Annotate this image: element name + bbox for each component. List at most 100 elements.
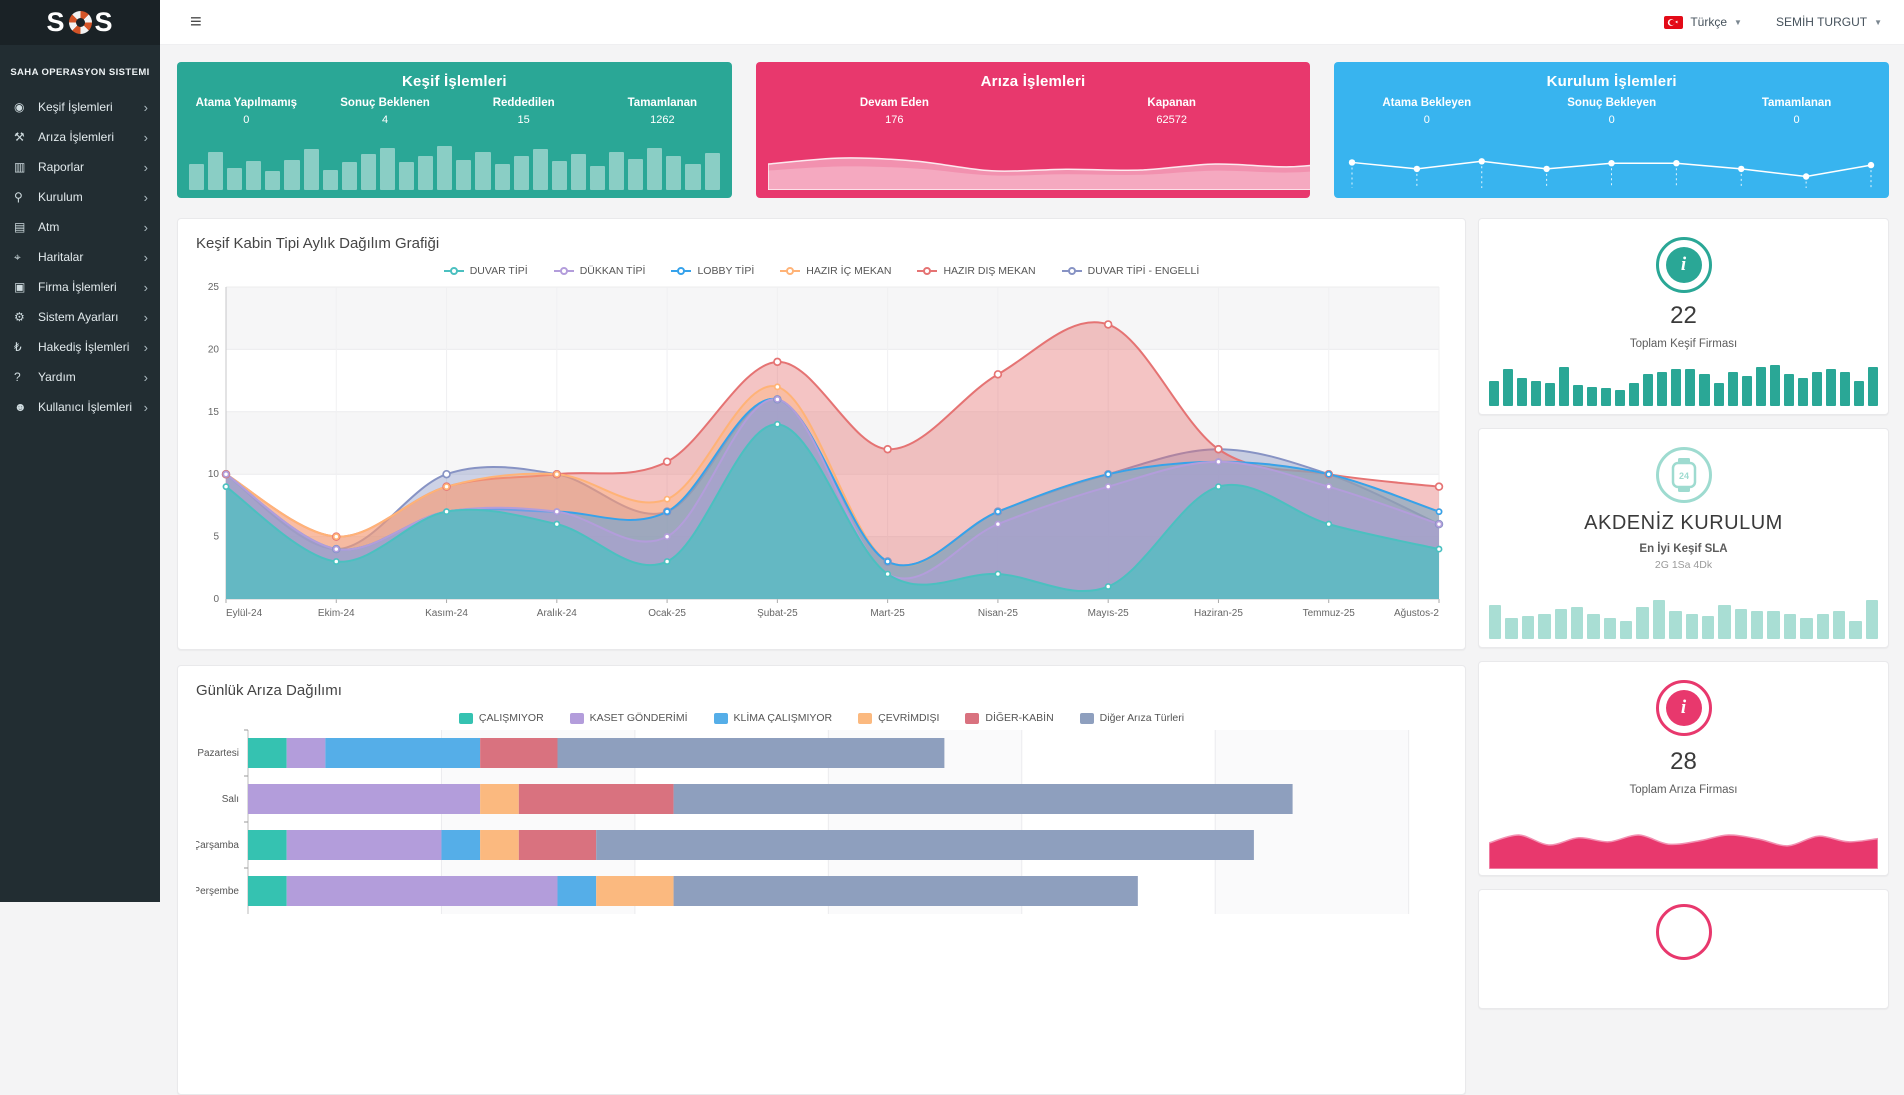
logo-letter-s2: S <box>94 7 114 37</box>
sparkline-line <box>1349 158 1875 188</box>
category-label: Perşembe <box>196 886 239 897</box>
stat-value: 0 <box>243 114 250 126</box>
hamburger-menu-icon[interactable]: ≡ <box>190 11 202 33</box>
x-tick-label: Mart-25 <box>870 608 905 619</box>
language-dropdown[interactable]: Türkçe ▼ <box>1664 15 1742 29</box>
stat-cell: Sonuç Beklenen 4 <box>316 97 455 126</box>
sidebar-item-2[interactable]: ⚒ Arıza İşlemleri › <box>0 122 160 152</box>
bar-segment <box>248 876 287 906</box>
bar-segment <box>518 784 674 814</box>
daily-stacked-bar-chart: Pazartesi Salı Çarşamba Perşembe <box>193 729 1410 914</box>
legend-item[interactable]: KASET GÖNDERİMİ <box>569 712 688 724</box>
spark-bar <box>1489 380 1500 406</box>
data-point <box>884 570 892 578</box>
spark-point <box>1738 165 1745 173</box>
sidebar: S S SAHA OPERASYON SISTEMI ◉ Keşif İşleml… <box>0 0 160 902</box>
stat-cell: Atama Yapılmamış 0 <box>177 97 316 126</box>
bar-segment <box>325 738 481 768</box>
sidebar-item-3[interactable]: ▥ Raporlar › <box>0 152 160 182</box>
stat-card-title: Kurulum İşlemleri <box>1546 73 1677 90</box>
spark-bar <box>1570 606 1584 639</box>
sidebar-item-4[interactable]: ⚲ Kurulum › <box>0 182 160 212</box>
data-point <box>994 570 1002 578</box>
spark-bar <box>1755 366 1766 406</box>
spark-bar <box>1657 371 1668 406</box>
chevron-down-icon: ▼ <box>1874 17 1882 27</box>
spark-bar <box>1505 618 1518 639</box>
sidebar-item-6[interactable]: ⌖ Haritalar › <box>0 242 160 272</box>
x-tick-label: Aralık-24 <box>537 608 577 619</box>
legend-label: DÜKKAN TİPİ <box>579 265 646 277</box>
bar-segment <box>480 830 519 860</box>
data-point <box>332 533 340 541</box>
stat-card-title: Arıza İşlemleri <box>980 73 1086 90</box>
spark-bar <box>1538 613 1551 639</box>
bar-segment <box>286 738 326 768</box>
sidebar-item-11[interactable]: ☻ Kullanıcı İşlemleri › <box>0 392 160 422</box>
legend-item[interactable]: DUVAR TİPİ - ENGELLİ <box>1061 265 1199 277</box>
legend-item[interactable]: ÇEVRİMDIŞI <box>858 712 939 724</box>
sidebar-item-5[interactable]: ▤ Atm › <box>0 212 160 242</box>
stat-cell: Tamamlanan 0 <box>1704 97 1889 126</box>
spark-bar <box>303 149 319 190</box>
legend-item[interactable]: HAZIR İÇ MEKAN <box>780 265 891 277</box>
y-tick-label: 15 <box>208 407 220 418</box>
legend-item[interactable]: DİĞER-KABİN <box>965 712 1054 724</box>
stat-label: Atama Bekleyen <box>1382 97 1472 109</box>
y-tick-label: 10 <box>208 469 220 480</box>
user-dropdown[interactable]: SEMİH TURGUT ▼ <box>1776 15 1882 29</box>
bar-segment <box>673 876 1138 906</box>
legend-item[interactable]: DÜKKAN TİPİ <box>553 265 646 277</box>
sidebar-item-8[interactable]: ⚙ Sistem Ayarları › <box>0 302 160 332</box>
spark-bar <box>1839 371 1850 406</box>
legend-marker <box>443 267 464 275</box>
key-icon: ⚲ <box>14 190 23 204</box>
watch-glyph: 24 <box>1671 458 1696 492</box>
sidebar-item-7[interactable]: ▣ Firma İşlemleri › <box>0 272 160 302</box>
legend-item[interactable]: Diğer Arıza Türleri <box>1079 712 1184 724</box>
sparkline-bars <box>1489 360 1878 406</box>
spark-bar <box>1832 611 1846 639</box>
stat-cell: Devam Eden 176 <box>756 97 1033 126</box>
legend-item[interactable]: HAZIR DIŞ MEKAN <box>917 265 1036 277</box>
bar-chart-icon: ▥ <box>14 160 26 174</box>
spark-bar <box>246 161 262 190</box>
spark-bar <box>1849 620 1862 639</box>
sidebar-subtitle: SAHA OPERASYON SISTEMI <box>10 67 150 78</box>
x-tick-label: Ekim-24 <box>318 608 355 619</box>
data-point <box>332 558 340 566</box>
wave-area <box>1488 834 1879 870</box>
spark-bar <box>1699 373 1710 406</box>
bar-segment <box>596 830 1254 860</box>
sidebar-item-10[interactable]: ? Yardım › <box>0 362 160 392</box>
x-tick-label: Mayıs-25 <box>1088 608 1130 619</box>
bar-segment <box>441 830 481 860</box>
credit-card-icon: ▤ <box>14 220 26 234</box>
data-point <box>773 383 781 391</box>
app-logo[interactable]: S S <box>0 0 160 45</box>
summary-card-2: 24 AKDENİZ KURULUM En İyi Keşif SLA 2G 1Sa … <box>1478 428 1889 648</box>
data-point <box>222 470 230 478</box>
question-icon: ? <box>14 370 21 384</box>
spark-bar <box>647 147 663 190</box>
chevron-right-icon: › <box>143 189 148 205</box>
sidebar-item-9[interactable]: ₺ Hakediş İşlemleri › <box>0 332 160 362</box>
legend-item[interactable]: LOBBY TİPİ <box>671 265 754 277</box>
legend-item[interactable]: ÇALIŞMIYOR <box>458 712 544 724</box>
stat-cell: Tamamlanan 1262 <box>593 97 732 126</box>
x-tick-label: Şubat-25 <box>757 608 798 619</box>
daily-chart-legend: ÇALIŞMIYOR KASET GÖNDERİMİ KLİMA ÇALIŞMIYO… <box>196 712 1447 724</box>
chevron-right-icon: › <box>143 339 148 355</box>
legend-item[interactable]: DUVAR TİPİ <box>443 265 528 277</box>
stat-label: Tamamlanan <box>627 97 698 109</box>
spark-bar <box>1811 371 1822 406</box>
svg-text:24: 24 <box>1678 471 1688 481</box>
users-icon: ☻ <box>14 400 27 414</box>
summary-value: 28 <box>1670 748 1697 775</box>
monthly-distribution-panel: Keşif Kabin Tipi Aylık Dağılım Grafiği D… <box>177 218 1466 650</box>
spark-bar <box>1685 613 1698 639</box>
legend-item[interactable]: KLİMA ÇALIŞMIYOR <box>713 712 832 724</box>
spark-bar <box>704 152 720 190</box>
sidebar-item-1[interactable]: ◉ Keşif İşlemleri › <box>0 92 160 122</box>
spark-bar <box>1545 383 1556 406</box>
